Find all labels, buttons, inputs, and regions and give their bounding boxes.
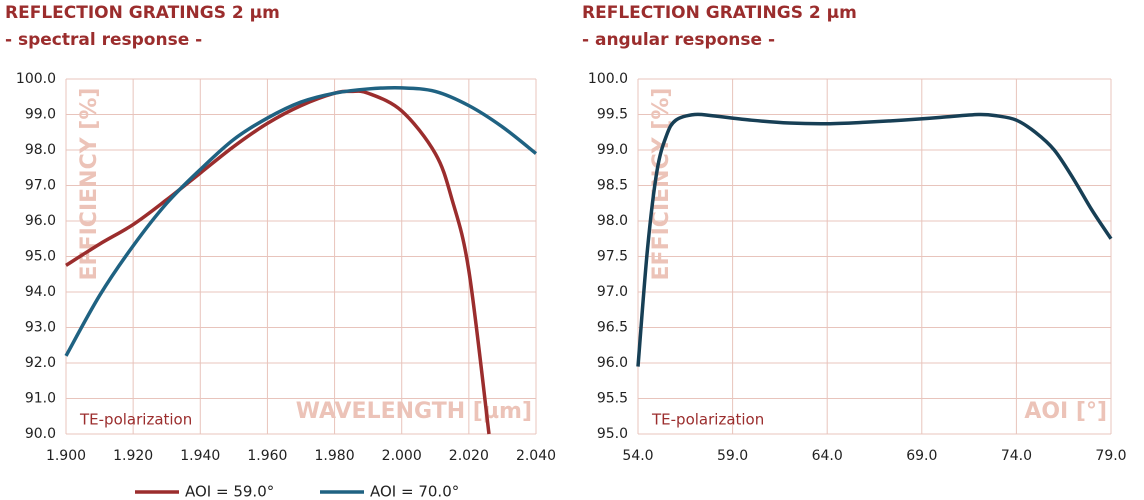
data-line [636, 112, 1113, 367]
annotation: TE-polarization [651, 411, 764, 429]
y-tick-label: 90.0 [25, 426, 56, 442]
x-tick-label: 2.000 [382, 448, 422, 464]
chart-title: REFLECTION GRATINGS 2 µm [582, 3, 857, 23]
y-tick-label: 97.0 [25, 178, 56, 194]
chart-title: REFLECTION GRATINGS 2 µm [5, 3, 280, 23]
chart-subtitle: - spectral response - [5, 30, 202, 50]
y-tick-label: 96.5 [597, 320, 628, 336]
x-tick-label: 1.960 [247, 448, 287, 464]
y-tick-label: 92.0 [25, 355, 56, 371]
y-tick-label: 98.0 [597, 213, 628, 229]
x-tick-label: 59.0 [717, 448, 748, 464]
x-axis-label: AOI [°] [1024, 399, 1107, 424]
y-tick-label: 99.0 [25, 107, 56, 123]
y-tick-label: 97.0 [597, 284, 628, 300]
x-tick-label: 2.040 [516, 448, 556, 464]
y-tick-label: 95.5 [597, 391, 628, 407]
x-tick-label: 74.0 [1001, 448, 1032, 464]
legend-label: AOI = 70.0° [370, 483, 459, 500]
y-tick-label: 99.5 [597, 107, 628, 123]
data-line [64, 85, 538, 357]
x-tick-label: 54.0 [622, 448, 653, 464]
y-tick-label: 99.0 [597, 142, 628, 158]
y-tick-label: 100.0 [588, 71, 628, 87]
x-tick-label: 1.980 [315, 448, 355, 464]
y-tick-label: 98.5 [597, 178, 628, 194]
y-tick-label: 95.0 [25, 249, 56, 265]
chart-subtitle: - angular response - [582, 30, 775, 50]
x-tick-label: 64.0 [812, 448, 843, 464]
x-tick-label: 79.0 [1095, 448, 1126, 464]
x-tick-label: 1.940 [180, 448, 220, 464]
data-line [65, 89, 491, 435]
y-tick-label: 91.0 [25, 391, 56, 407]
y-tick-label: 97.5 [597, 249, 628, 265]
annotation: TE-polarization [79, 411, 192, 429]
x-tick-label: 69.0 [906, 448, 937, 464]
y-tick-label: 96.0 [597, 355, 628, 371]
y-tick-label: 100.0 [16, 71, 56, 87]
y-tick-label: 98.0 [25, 142, 56, 158]
x-tick-label: 1.920 [113, 448, 153, 464]
y-tick-label: 93.0 [25, 320, 56, 336]
y-axis-label: EFFICIENCY [%] [649, 88, 674, 281]
x-axis-label: WAVELENGTH [µm] [296, 399, 532, 424]
y-tick-label: 96.0 [25, 213, 56, 229]
legend-label: AOI = 59.0° [185, 483, 274, 500]
x-tick-label: 2.020 [449, 448, 489, 464]
y-tick-label: 94.0 [25, 284, 56, 300]
x-tick-label: 1.900 [46, 448, 86, 464]
y-tick-label: 95.0 [597, 426, 628, 442]
